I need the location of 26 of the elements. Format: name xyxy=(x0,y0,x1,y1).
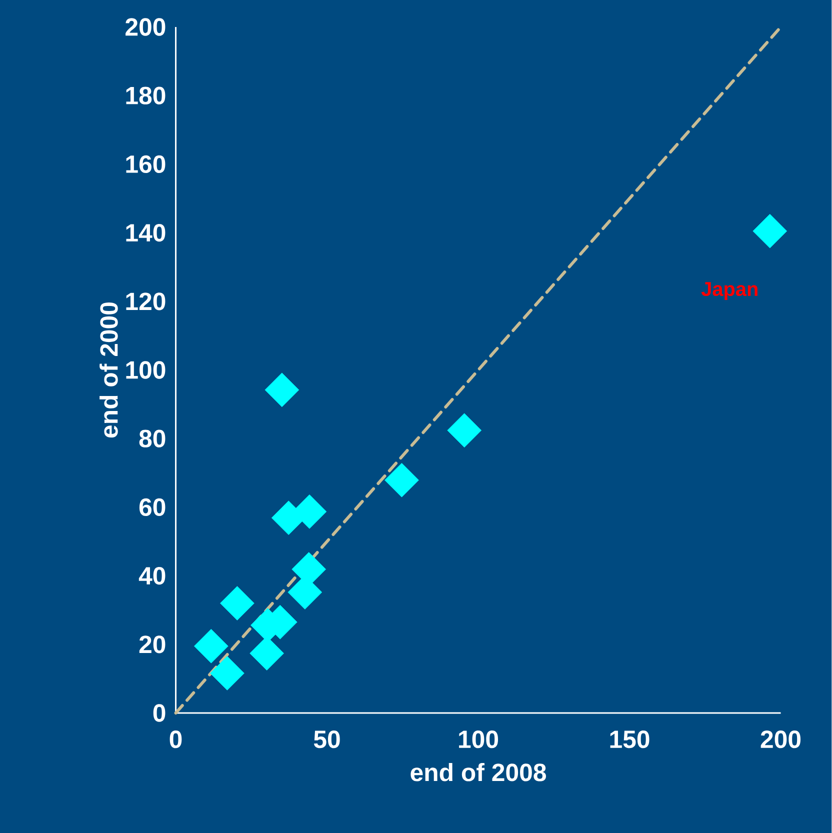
y-tick-label: 20 xyxy=(140,636,166,654)
point xyxy=(210,656,244,690)
point xyxy=(752,214,788,248)
y-tick-label: 180 xyxy=(126,86,166,104)
x-tick-label: 150 xyxy=(610,730,650,748)
x-tick-label: 100 xyxy=(459,730,498,748)
y-tick-label: 0 xyxy=(153,704,166,722)
point xyxy=(384,462,420,498)
y-axis-title: end of 2000 xyxy=(100,302,118,438)
annotation: Japan xyxy=(701,282,758,300)
y-tick-label: 120 xyxy=(126,292,166,310)
y-tick-label: 160 xyxy=(126,155,166,174)
y-tick-label: 40 xyxy=(139,566,166,585)
y-tick-label: 80 xyxy=(139,430,166,448)
y-tick-label: 100 xyxy=(126,361,166,379)
point xyxy=(194,628,228,664)
x-tick-label: 0 xyxy=(170,730,182,748)
y-tick-label: 140 xyxy=(126,224,166,242)
y-tick-label: 200 xyxy=(126,18,166,36)
x-tick-label: 200 xyxy=(760,730,801,748)
y-tick-label: 60 xyxy=(140,498,166,516)
point xyxy=(447,413,482,448)
x-tick-label: 50 xyxy=(314,730,340,748)
point xyxy=(220,586,254,620)
x-axis-title: end of 2008 xyxy=(410,762,546,782)
point xyxy=(264,372,300,408)
